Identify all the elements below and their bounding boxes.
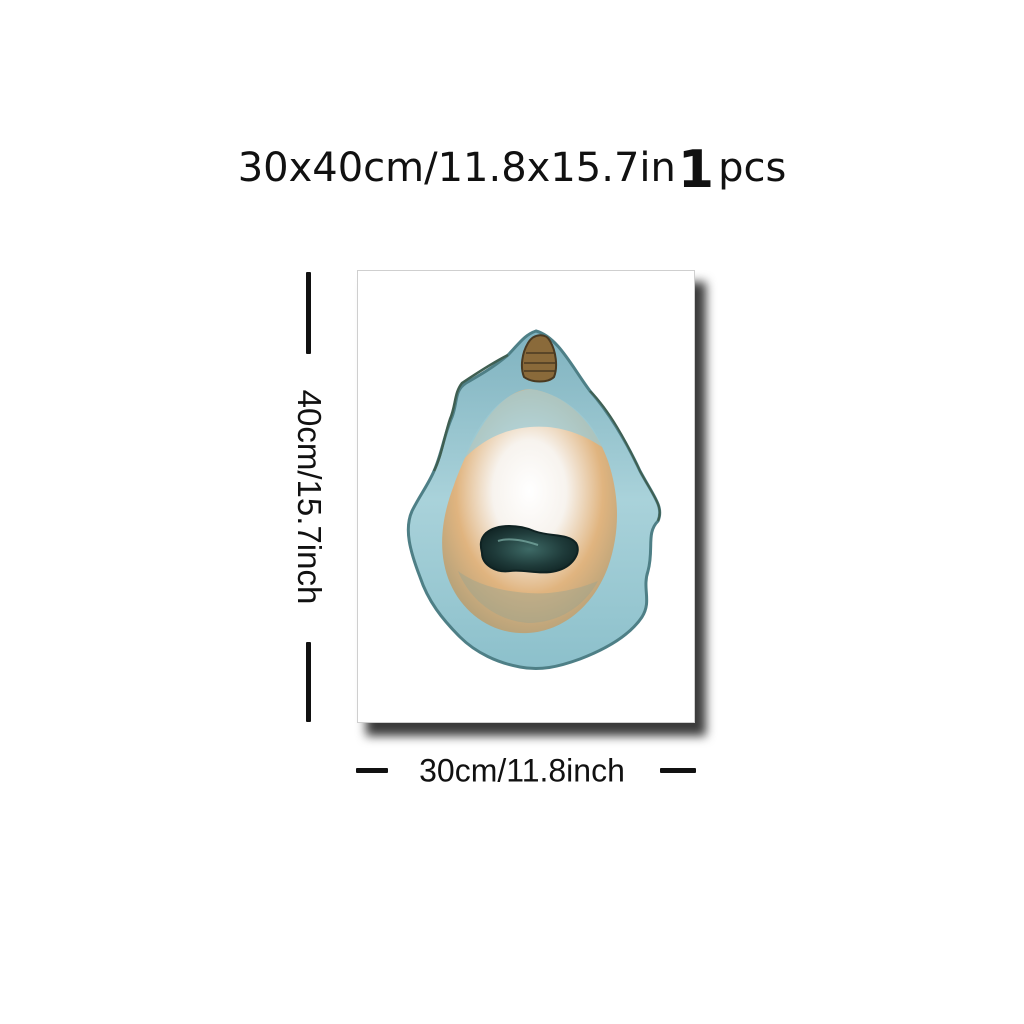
shell-inner: [442, 389, 617, 634]
canvas-print: [357, 270, 695, 723]
width-dimension-line-right: [660, 768, 696, 773]
quantity-number: 1: [677, 140, 715, 200]
height-dimension-line-top: [306, 272, 311, 354]
quantity-unit: pcs: [718, 145, 787, 191]
oyster-shell-painting: [406, 329, 662, 671]
oyster-meat: [479, 525, 579, 574]
width-dimension-line-left: [356, 768, 388, 773]
width-dimension-label: 30cm/11.8inch: [419, 752, 625, 789]
size-text: 30x40cm/11.8x15.7in: [237, 145, 676, 191]
height-dimension-line-bottom: [306, 642, 311, 722]
product-headline: 30x40cm/11.8x15.7in1 pcs: [0, 138, 1024, 196]
shell-hinge: [520, 334, 558, 383]
height-dimension-label: 40cm/15.7inch: [291, 389, 328, 605]
